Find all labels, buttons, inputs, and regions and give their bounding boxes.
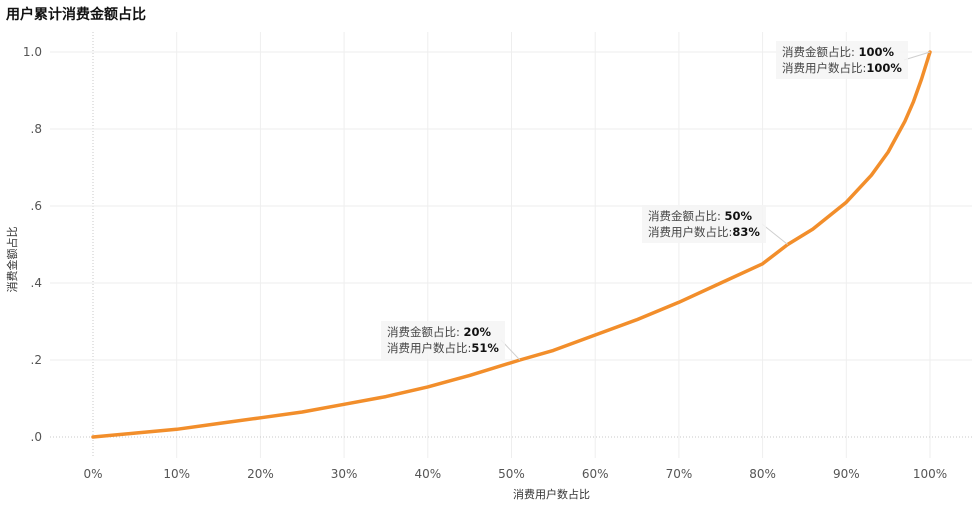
x-axis-label: 消费用户数占比	[513, 487, 590, 501]
x-tick-label: 90%	[833, 467, 860, 481]
axes: 0% 10% 20% 30% 40% 50% 60% 70% 80% 90% 100% .0 .2 .4.…	[23, 45, 947, 481]
x-tick-label: 0%	[83, 467, 102, 481]
chart-title: 用户累计消费金额占比	[6, 7, 146, 23]
x-tick-label: 20%	[247, 467, 274, 481]
x-tick-label: 80%	[749, 467, 776, 481]
x-tick-label: 40%	[414, 467, 441, 481]
y-tick-label: .8	[31, 122, 42, 136]
x-tick-label: 50%	[498, 467, 525, 481]
grid	[50, 32, 972, 458]
amount-value: 100%	[858, 45, 895, 59]
y-tick-label: 1.0	[23, 45, 42, 59]
series-line	[91, 50, 932, 439]
x-tick-label: 30%	[331, 467, 358, 481]
annotation-connector	[761, 223, 789, 245]
x-tick-label: 10%	[163, 467, 190, 481]
users-label: 消费用户数占比:	[782, 61, 867, 75]
amount-value: 50%	[724, 209, 753, 223]
amount-value: 20%	[463, 325, 492, 339]
users-label: 消费用户数占比:	[648, 225, 733, 239]
x-tick-label: 60%	[582, 467, 609, 481]
annotation-tooltip-3: 消费金额占比: 100% 消费用户数占比:100%	[776, 41, 908, 79]
annotation-tooltip-2: 消费金额占比: 50% 消费用户数占比:83%	[642, 205, 766, 243]
y-axis-label: 消费金额占比	[5, 227, 19, 293]
annotation-tooltip-1: 消费金额占比: 20% 消费用户数占比:51%	[381, 321, 505, 359]
y-tick-label: .0	[31, 430, 42, 444]
users-value: 51%	[471, 341, 499, 355]
users-value: 100%	[866, 61, 902, 75]
amount-label: 消费金额占比:	[387, 325, 460, 339]
amount-label: 消费金额占比:	[782, 45, 855, 59]
users-label: 消费用户数占比:	[387, 341, 472, 355]
x-tick-label: 100%	[913, 467, 947, 481]
y-tick-label: .4	[31, 276, 42, 290]
users-value: 83%	[732, 225, 760, 239]
annotation-connector	[903, 51, 931, 61]
amount-label: 消费金额占比:	[648, 209, 721, 223]
x-tick-label: 70%	[666, 467, 693, 481]
y-tick-label: .6	[31, 199, 42, 213]
y-tick-label: .2	[31, 353, 42, 367]
